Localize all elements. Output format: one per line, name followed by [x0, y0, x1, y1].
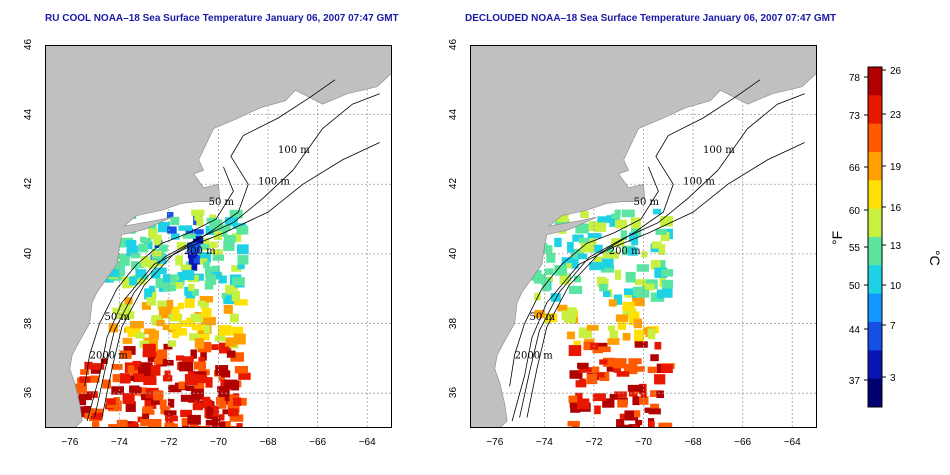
colorbar-segment	[868, 350, 882, 380]
colorbar-segment	[868, 152, 882, 181]
colorbar-segment	[868, 322, 882, 351]
map-frame	[45, 45, 392, 428]
fahrenheit-tick-label: 73	[849, 111, 861, 122]
right-x-tick-label: −74	[535, 437, 553, 448]
colorbar-segment	[868, 378, 882, 408]
right-map-panel: 100 m 100 m 50 m 200 m 50 m 2000 m	[470, 45, 817, 428]
fahrenheit-tick-label: 44	[849, 325, 861, 336]
right-x-tick-label: −76	[486, 437, 504, 448]
right-y-tick-label: 42	[448, 178, 460, 190]
left-x-tick-label: −74	[110, 437, 128, 448]
celsius-tick-label: 10	[890, 281, 902, 292]
celsius-axis-label: °C	[927, 250, 943, 266]
right-y-tick-label: 40	[448, 247, 460, 259]
right-x-tick-label: −66	[734, 437, 752, 448]
left-x-tick-label: −68	[259, 437, 277, 448]
fahrenheit-tick-label: 60	[849, 206, 861, 217]
left-y-tick-label: 44	[23, 108, 35, 120]
fahrenheit-tick-label: 50	[849, 281, 861, 292]
right-y-tick-label: 38	[448, 317, 460, 329]
contour-line-0	[511, 142, 805, 422]
right-x-tick-label: −68	[684, 437, 702, 448]
right-y-tick-label: 36	[448, 387, 460, 399]
contour-line-2	[526, 79, 761, 418]
contour-label: 50 m	[104, 312, 130, 323]
contour-label: 100 m	[703, 145, 735, 156]
left-sst-map: 100 m 100 m 50 m 200 m 50 m 2000 m	[45, 45, 392, 428]
contour-label: 50 m	[634, 197, 660, 208]
map-frame	[470, 45, 817, 428]
right-y-tick-label: 46	[448, 38, 460, 51]
contour-label: 100 m	[258, 176, 290, 187]
colorbar-segment	[868, 237, 882, 266]
left-map-panel: 100 m 100 m 50 m 200 m 50 m 2000 m	[45, 45, 392, 428]
right-x-tick-label: −70	[635, 437, 652, 448]
colorbar-segment	[868, 123, 882, 153]
colorbar-segment	[868, 95, 882, 125]
left-x-tick-label: −66	[309, 437, 327, 448]
celsius-tick-label: 7	[890, 321, 896, 332]
colorbar-frame	[867, 66, 883, 408]
fahrenheit-tick-label: 78	[849, 73, 861, 84]
contour-line-1	[94, 93, 380, 418]
colorbar-segment	[868, 293, 882, 323]
contour-line-3	[509, 166, 659, 387]
fahrenheit-tick-label: 37	[849, 376, 861, 387]
celsius-tick-label: 13	[890, 241, 902, 252]
colorbar-segment	[868, 67, 882, 96]
right-y-tick-label: 44	[448, 108, 460, 120]
right-map-title: DECLOUDED NOAA–18 Sea Surface Temperatur…	[465, 13, 837, 24]
contour-line-3	[84, 166, 234, 387]
contour-label: 50 m	[529, 312, 555, 323]
celsius-tick-label: 16	[890, 203, 902, 214]
left-y-tick-label: 46	[23, 38, 35, 51]
right-x-tick-label: −72	[585, 437, 603, 448]
colorbar-segment	[868, 180, 882, 210]
left-x-tick-label: −70	[210, 437, 227, 448]
left-map-title: RU COOL NOAA–18 Sea Surface Temperature …	[45, 13, 399, 24]
land-mass	[470, 45, 817, 428]
bathymetry-contours	[84, 79, 380, 422]
fahrenheit-tick-label: 66	[849, 163, 861, 174]
contour-label: 200 m	[184, 246, 216, 257]
right-x-tick-label: −64	[783, 437, 801, 448]
celsius-tick-label: 26	[890, 66, 902, 77]
left-x-tick-label: −72	[160, 437, 178, 448]
contour-label: 200 m	[609, 246, 641, 257]
nova-scotia-land	[317, 45, 392, 84]
left-y-tick-label: 40	[23, 247, 35, 259]
temperature-colorbar: 78 73 66 60 55 50 44 37 26 23 19 16 13 10 7 3 °F °C	[800, 45, 950, 445]
contour-line-1	[519, 93, 805, 418]
land-mass	[45, 45, 392, 428]
contour-line-2	[101, 79, 336, 418]
contour-label: 2000 m	[90, 350, 129, 361]
fahrenheit-tick-label: 55	[849, 243, 861, 254]
colorbar-segment	[868, 265, 882, 295]
contour-label: 100 m	[683, 176, 715, 187]
fahrenheit-axis-label: °F	[829, 231, 845, 245]
sst-data-layer	[75, 209, 251, 428]
colorbar-segment	[868, 208, 882, 238]
contour-line-0	[86, 142, 380, 422]
left-y-tick-label: 42	[23, 178, 35, 190]
left-x-tick-label: −76	[61, 437, 79, 448]
celsius-tick-label: 19	[890, 162, 902, 173]
contour-label: 50 m	[209, 197, 235, 208]
right-sst-map: 100 m 100 m 50 m 200 m 50 m 2000 m	[470, 45, 817, 428]
left-x-tick-label: −64	[358, 437, 376, 448]
nova-scotia-land	[742, 45, 817, 84]
contour-label: 2000 m	[515, 350, 554, 361]
left-y-tick-label: 36	[23, 387, 35, 399]
left-y-tick-label: 38	[23, 317, 35, 329]
celsius-tick-label: 23	[890, 110, 902, 121]
celsius-tick-label: 3	[890, 373, 896, 384]
bathymetry-contours	[509, 79, 805, 422]
contour-label: 100 m	[278, 145, 310, 156]
